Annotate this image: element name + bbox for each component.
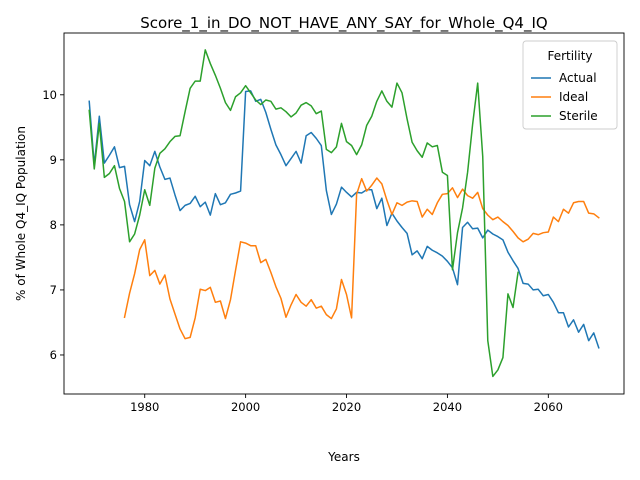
series-line-actual bbox=[88, 90, 600, 349]
x-tick-label: 1980 bbox=[130, 400, 159, 414]
y-tick-label: 7 bbox=[50, 283, 57, 297]
x-axis-ticks: 1980 2000 2020 2040 2060 bbox=[130, 394, 563, 414]
x-tick-label: 2020 bbox=[332, 400, 361, 414]
series-lines bbox=[88, 49, 600, 378]
chart-title: Score_1_in_DO_NOT_HAVE_ANY_SAY_for_Whole… bbox=[140, 14, 547, 33]
x-axis-label: Years bbox=[327, 450, 360, 464]
y-axis-ticks: 6 7 8 9 10 bbox=[42, 88, 64, 362]
y-tick-label: 10 bbox=[42, 88, 57, 102]
legend-title: Fertility bbox=[547, 49, 592, 63]
x-tick-label: 2000 bbox=[231, 400, 260, 414]
plot-area-frame bbox=[63, 32, 625, 395]
y-tick-label: 6 bbox=[50, 348, 57, 362]
y-axis-label: % of Whole Q4_IQ Population bbox=[14, 126, 28, 301]
legend-box bbox=[522, 40, 618, 130]
x-tick-label: 2040 bbox=[433, 400, 462, 414]
y-tick-label: 9 bbox=[50, 153, 57, 167]
legend-label-ideal: Ideal bbox=[559, 90, 588, 104]
series-line-sterile bbox=[88, 49, 519, 378]
y-tick-label: 8 bbox=[50, 218, 57, 232]
legend: Fertility Actual Ideal Sterile bbox=[522, 40, 618, 130]
legend-label-actual: Actual bbox=[559, 71, 597, 85]
legend-label-sterile: Sterile bbox=[559, 109, 598, 123]
series-line-ideal bbox=[123, 177, 600, 340]
x-tick-label: 2060 bbox=[534, 400, 563, 414]
